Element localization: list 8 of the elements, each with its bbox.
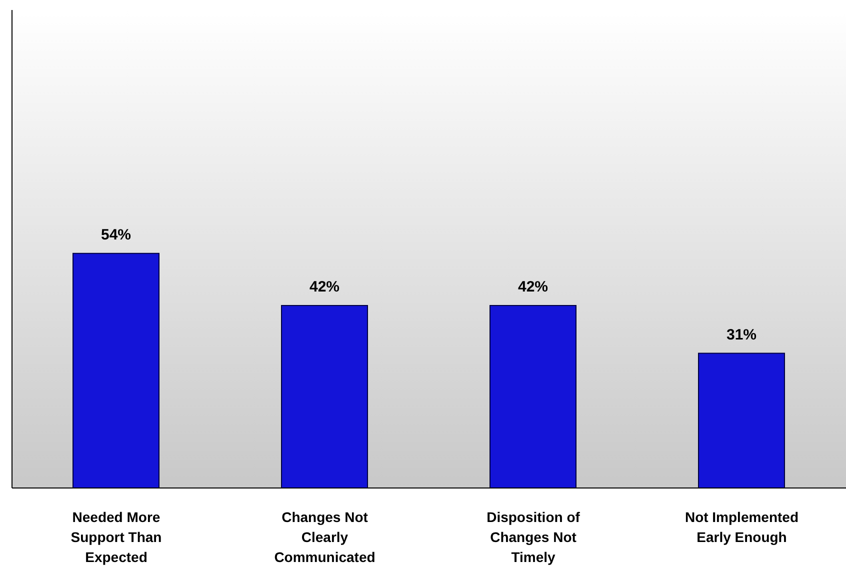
data-label: 31% [726, 326, 757, 344]
data-label: 42% [518, 278, 548, 296]
data-label: 42% [309, 278, 340, 296]
x-tick-label: Needed More Support Than Expected [70, 509, 162, 565]
x-tick-label: Not Implemented Early Enough [684, 509, 799, 545]
x-tick-label: Disposition of Changes Not Timely [486, 509, 580, 565]
x-tick-label: Changes Not Clearly Communicated [274, 509, 376, 565]
data-label: 54% [100, 226, 132, 244]
